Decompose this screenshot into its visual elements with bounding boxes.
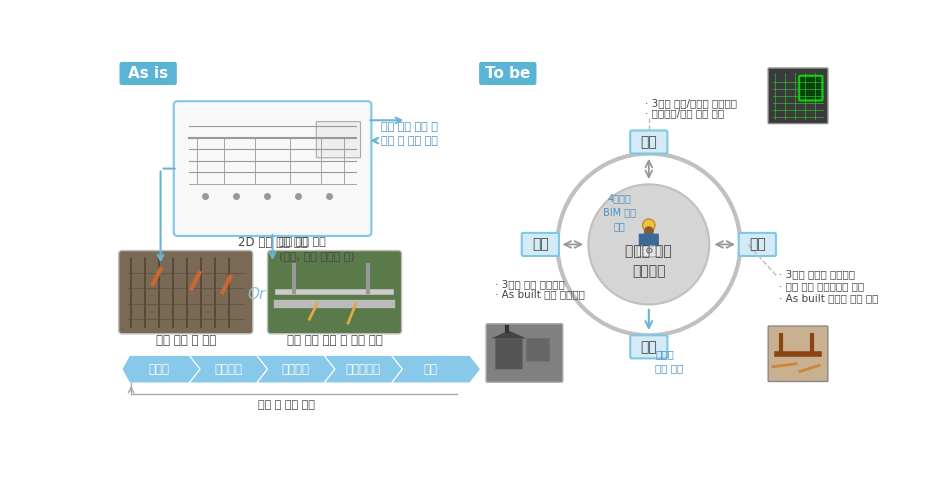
- FancyBboxPatch shape: [174, 101, 371, 236]
- Text: 설계: 설계: [640, 135, 657, 149]
- Text: 납품: 납품: [640, 340, 657, 354]
- FancyBboxPatch shape: [639, 234, 659, 249]
- Text: · As built 부재 형상정보: · As built 부재 형상정보: [496, 289, 586, 300]
- Text: 시공: 시공: [749, 238, 766, 251]
- FancyBboxPatch shape: [522, 233, 559, 256]
- Circle shape: [644, 227, 653, 236]
- Circle shape: [588, 184, 709, 304]
- Text: Or: Or: [248, 287, 265, 302]
- FancyBboxPatch shape: [496, 338, 523, 369]
- Text: 부재 공장 제작 및 현장 시공: 부재 공장 제작 및 현장 시공: [287, 334, 382, 347]
- Text: · 가상 건설 시뮬레이션 정보: · 가상 건설 시뮬레이션 정보: [779, 281, 864, 291]
- Text: 공사비산출: 공사비산출: [346, 363, 381, 376]
- Polygon shape: [324, 355, 402, 383]
- Polygon shape: [122, 355, 200, 383]
- Text: 설계 생성 정보
(도면, 구조 검토서 등): 설계 생성 정보 (도면, 구조 검토서 등): [278, 238, 354, 261]
- Text: · 3차원 부재/구조물 형상정보: · 3차원 부재/구조물 형상정보: [645, 98, 737, 108]
- Text: 2D 도면 기반 설계: 2D 도면 기반 설계: [238, 236, 307, 249]
- FancyBboxPatch shape: [316, 121, 361, 158]
- FancyBboxPatch shape: [768, 326, 828, 381]
- Text: · As built 구조물 형상 정보: · As built 구조물 형상 정보: [779, 293, 879, 303]
- Polygon shape: [391, 355, 481, 383]
- Circle shape: [643, 219, 655, 231]
- Text: 현장 여건 변화 시
변경 및 대안 설계: 현장 여건 변화 시 변경 및 대안 설계: [381, 122, 438, 147]
- Polygon shape: [190, 355, 267, 383]
- FancyBboxPatch shape: [118, 251, 253, 334]
- Text: 변경 및 대안 설계: 변경 및 대안 설계: [258, 400, 315, 409]
- FancyBboxPatch shape: [768, 68, 828, 123]
- FancyBboxPatch shape: [479, 62, 536, 85]
- Text: 디지털 통합
설계기술: 디지털 통합 설계기술: [625, 244, 672, 278]
- Polygon shape: [491, 331, 526, 338]
- FancyBboxPatch shape: [526, 338, 549, 362]
- Text: 모델링: 모델링: [148, 363, 169, 376]
- FancyBboxPatch shape: [486, 324, 562, 382]
- FancyBboxPatch shape: [630, 335, 668, 358]
- Text: · 구조해석/설계 검토 정보: · 구조해석/설계 검토 정보: [645, 108, 724, 119]
- FancyBboxPatch shape: [630, 131, 668, 153]
- Text: 제작: 제작: [532, 238, 549, 251]
- Text: To be: To be: [485, 66, 530, 81]
- FancyBboxPatch shape: [739, 233, 776, 256]
- FancyBboxPatch shape: [637, 246, 660, 257]
- Text: As is: As is: [128, 66, 168, 81]
- Text: 현장 제작 및 시공: 현장 제작 및 시공: [155, 334, 216, 347]
- Text: 성과물
검수 정보: 성과물 검수 정보: [655, 349, 684, 374]
- Text: · 3차원 구조물 형상정보: · 3차원 구조물 형상정보: [779, 269, 855, 279]
- FancyBboxPatch shape: [267, 251, 401, 334]
- Text: · 3차원 부재 형상정보: · 3차원 부재 형상정보: [496, 279, 565, 288]
- Text: ⚙: ⚙: [645, 246, 653, 257]
- Text: 설계검토: 설계검토: [215, 363, 242, 376]
- Text: 4분과의
BIM 표준
활용: 4분과의 BIM 표준 활용: [603, 193, 635, 231]
- Text: 공정검토: 공정검토: [282, 363, 310, 376]
- FancyBboxPatch shape: [119, 62, 177, 85]
- FancyBboxPatch shape: [799, 76, 822, 101]
- Text: 시공: 시공: [424, 363, 438, 376]
- Polygon shape: [256, 355, 335, 383]
